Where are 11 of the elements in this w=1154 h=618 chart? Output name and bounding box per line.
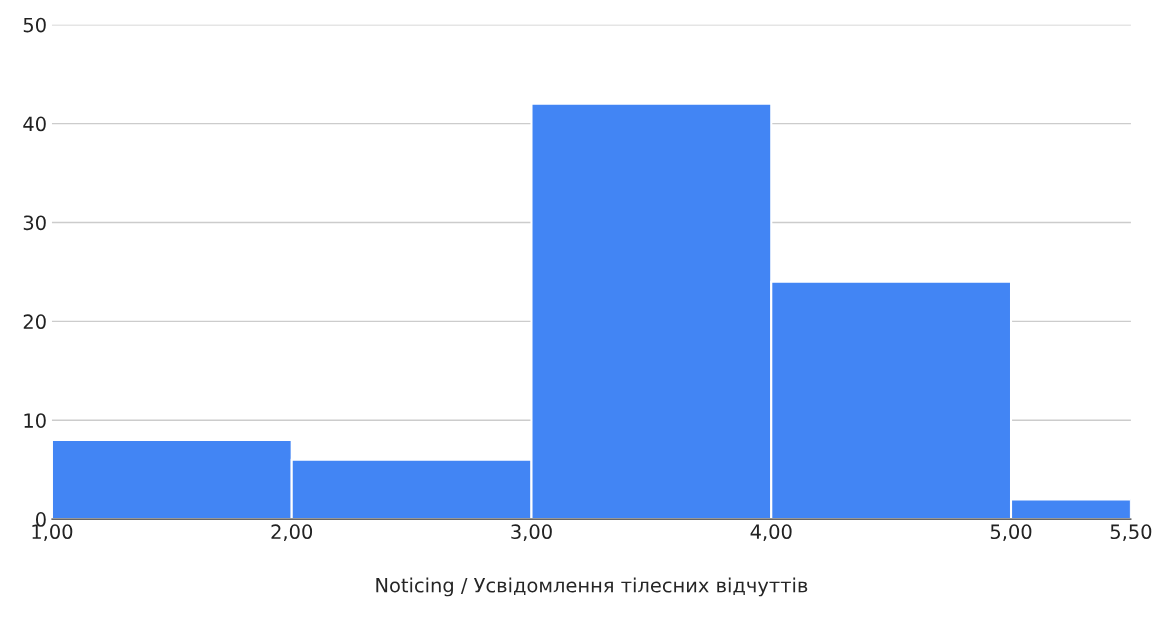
- y-tick-label: 30: [23, 215, 46, 231]
- x-tick-label: 4,00: [750, 524, 792, 542]
- x-tick-label: 3,00: [511, 524, 552, 542]
- x-axis-title: Noticing / Усвідомлення тілесних відчуттів: [376, 577, 808, 597]
- y-tick-label: 40: [23, 116, 46, 132]
- y-tick-label: 20: [23, 314, 46, 330]
- y-tick-label: 50: [23, 17, 46, 33]
- x-tick-label: 5,00: [990, 524, 1032, 542]
- x-tick-label: 2,00: [271, 524, 313, 542]
- x-tick-label: 5,50: [1110, 524, 1152, 542]
- y-tick-label: 10: [24, 413, 46, 428]
